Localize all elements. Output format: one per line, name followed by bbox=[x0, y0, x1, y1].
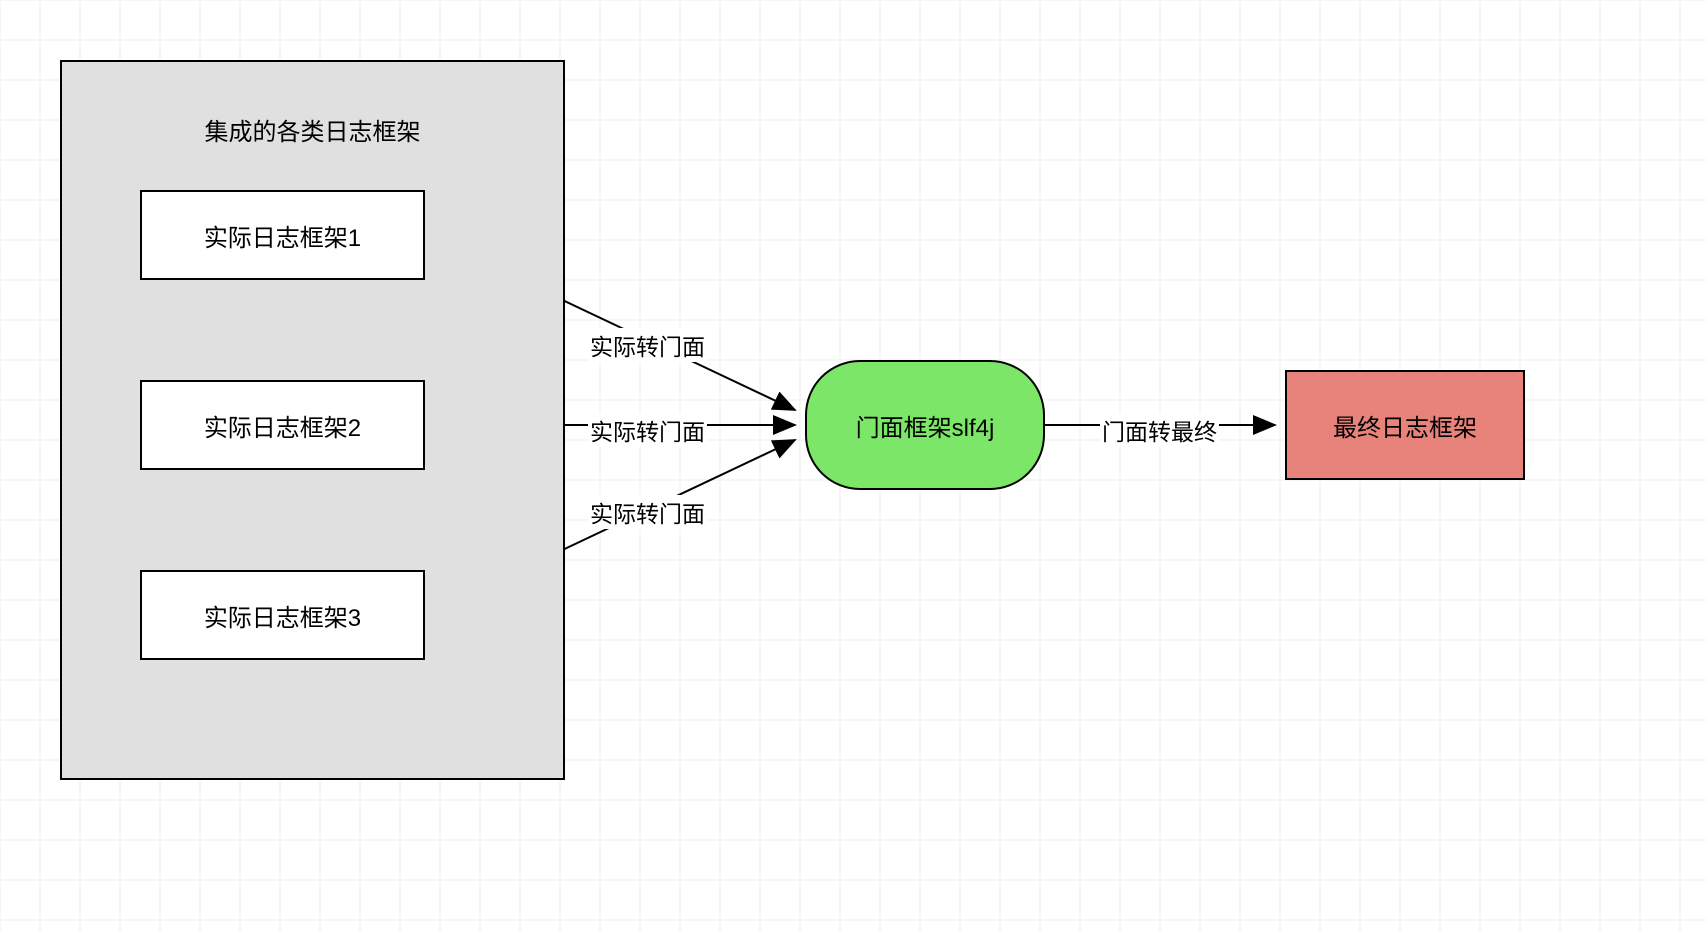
node-label-framework1: 实际日志框架1 bbox=[204, 218, 361, 253]
node-framework3: 实际日志框架3 bbox=[140, 570, 425, 660]
edge-label-framework1-slf4j: 实际转门面 bbox=[588, 328, 707, 362]
edge-label-framework2-slf4j: 实际转门面 bbox=[588, 413, 707, 447]
node-label-slf4j: 门面框架slf4j bbox=[856, 408, 995, 443]
node-slf4j: 门面框架slf4j bbox=[805, 360, 1045, 490]
node-label-framework3: 实际日志框架3 bbox=[204, 598, 361, 633]
node-final: 最终日志框架 bbox=[1285, 370, 1525, 480]
node-framework2: 实际日志框架2 bbox=[140, 380, 425, 470]
node-framework1: 实际日志框架1 bbox=[140, 190, 425, 280]
container-title: 集成的各类日志框架 bbox=[205, 112, 421, 147]
edge-label-framework3-slf4j: 实际转门面 bbox=[588, 495, 707, 529]
node-label-final: 最终日志框架 bbox=[1333, 408, 1477, 443]
node-label-framework2: 实际日志框架2 bbox=[204, 408, 361, 443]
edge-label-slf4j-final: 门面转最终 bbox=[1100, 413, 1219, 447]
diagram-canvas: 集成的各类日志框架实际日志框架1 实际日志框架2 实际日志框架3 门面框架slf4j 最… bbox=[0, 0, 1706, 932]
